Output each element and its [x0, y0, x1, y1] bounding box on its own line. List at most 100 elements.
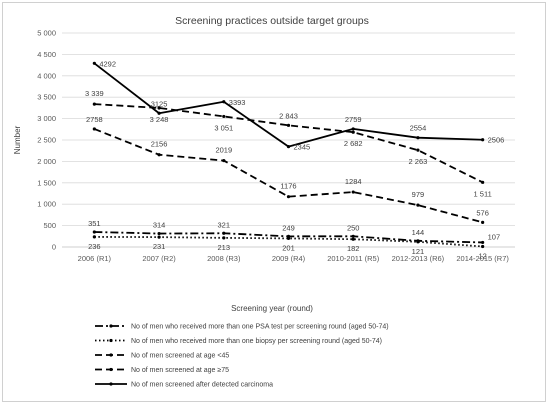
data-label: 2 843	[279, 111, 298, 120]
gridlines	[62, 32, 515, 248]
data-point	[157, 231, 161, 236]
data-label: 121	[412, 247, 425, 256]
legend-marker	[109, 338, 113, 343]
data-point	[92, 61, 96, 65]
y-tick-label: 2 500	[37, 136, 56, 145]
data-label: 3 248	[150, 115, 169, 124]
series-lines	[92, 61, 485, 249]
x-tick-label: 2006 (R1)	[78, 254, 112, 263]
data-point	[286, 123, 291, 127]
data-point	[286, 195, 291, 199]
data-point	[481, 240, 485, 245]
y-tick-label: 0	[52, 243, 56, 252]
data-label: 1284	[345, 177, 362, 186]
data-point	[481, 244, 485, 249]
data-point	[416, 136, 420, 140]
data-point	[286, 236, 291, 240]
data-label: 2759	[345, 115, 362, 124]
y-tick-label: 1 000	[37, 200, 56, 209]
legend-label: No of men who received more than one PSA…	[131, 324, 389, 331]
data-label: 2758	[86, 115, 103, 124]
data-label: 4292	[99, 59, 116, 68]
data-label: 2 682	[344, 139, 363, 148]
data-point	[222, 114, 226, 119]
x-tick-label: 2012-2013 (R6)	[392, 254, 445, 263]
data-point	[157, 235, 161, 239]
data-label: 2554	[410, 124, 427, 133]
data-label: 2506	[488, 136, 505, 145]
data-point	[157, 153, 161, 157]
y-tick-label: 500	[43, 221, 56, 230]
x-tick-label: 2014-2015 (R7)	[456, 254, 509, 263]
data-label: 2345	[294, 143, 311, 152]
x-tick-label: 2008 (R3)	[207, 254, 241, 263]
data-label: 3 339	[85, 89, 104, 98]
x-axis-ticks: 2006 (R1) 2007 (R2) 2008 (R3) 2009 (R4) 2010…	[78, 254, 510, 263]
data-label: 576	[476, 208, 489, 217]
y-tick-label: 4 000	[37, 71, 56, 80]
legend-label: No of men screened after detected carcin…	[131, 382, 273, 389]
y-tick-label: 5 000	[37, 29, 56, 38]
legend-label: No of men screened at age <45	[131, 353, 229, 360]
data-label: 351	[88, 219, 101, 228]
data-point	[222, 236, 226, 240]
data-label: 314	[153, 221, 166, 230]
data-label: 3 051	[214, 123, 233, 132]
data-label: 3125	[151, 99, 168, 108]
data-label: 231	[153, 242, 166, 251]
data-label: 979	[412, 190, 425, 199]
data-point	[351, 190, 355, 194]
data-point	[222, 231, 226, 235]
y-tick-label: 2 000	[37, 157, 56, 166]
data-label: 213	[218, 243, 231, 252]
data-label: 182	[347, 244, 360, 253]
y-axis-label: Number	[13, 125, 22, 154]
data-label: 201	[282, 243, 295, 252]
data-label: 2156	[151, 140, 168, 149]
y-tick-label: 4 500	[37, 50, 56, 59]
data-point	[286, 145, 291, 149]
legend: No of men who received more than one PSA…	[95, 324, 389, 389]
data-label: 107	[488, 232, 501, 241]
data-point	[481, 220, 485, 224]
legend-marker	[109, 324, 113, 328]
legend-marker	[109, 367, 113, 372]
x-tick-label: 2007 (R2)	[142, 254, 176, 263]
data-label: 144	[412, 228, 425, 237]
chart-frame	[2, 2, 546, 402]
data-point	[157, 106, 161, 110]
data-point	[481, 138, 485, 142]
legend-marker	[109, 353, 113, 357]
y-tick-label: 3 000	[37, 114, 56, 123]
data-label: 250	[347, 223, 360, 232]
data-label: 3393	[229, 98, 246, 107]
y-tick-label: 1 500	[37, 178, 56, 187]
data-point	[92, 102, 96, 106]
data-point	[157, 111, 161, 115]
legend-label: No of men who received more than one bio…	[131, 338, 382, 345]
data-label: 1176	[280, 182, 296, 191]
data-point	[416, 240, 420, 244]
y-axis-ticks: 0 500 1 000 1 500 2 000 2 500 3 000 3 500 4 000 4…	[37, 29, 56, 252]
data-point	[351, 234, 355, 238]
x-tick-label: 2010-2011 (R5)	[327, 254, 379, 263]
y-tick-label: 3 500	[37, 93, 56, 102]
data-point	[351, 130, 355, 134]
x-axis-label: Screening year (round)	[231, 304, 313, 313]
data-point	[351, 237, 355, 241]
chart-title: Screening practices outside target group…	[175, 15, 369, 27]
data-label: 2019	[215, 146, 232, 155]
legend-marker	[109, 382, 113, 386]
data-point	[481, 180, 485, 184]
data-label: 2 263	[409, 157, 428, 166]
data-point	[416, 148, 420, 152]
data-label: 1 511	[474, 189, 492, 198]
data-point	[222, 100, 226, 104]
legend-label: No of men screened at age ≥75	[131, 367, 229, 374]
data-label: 236	[88, 242, 101, 251]
data-point	[351, 127, 355, 131]
data-label: 249	[282, 223, 295, 232]
data-point	[92, 235, 96, 239]
